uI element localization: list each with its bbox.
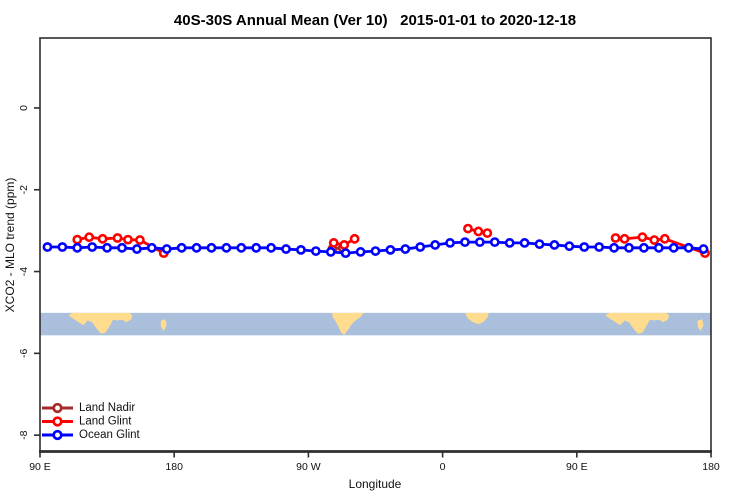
- data-point: [619, 233, 630, 244]
- data-point: [519, 238, 530, 248]
- y-tick-label: -6: [18, 349, 30, 358]
- data-point: [683, 242, 694, 253]
- data-point: [668, 242, 679, 253]
- x-axis-label: Longitude: [349, 477, 402, 491]
- legend-label: Ocean Glint: [79, 429, 141, 441]
- map-land-new-zealand: [160, 319, 167, 331]
- legend-label: Land Glint: [79, 416, 132, 428]
- x-tick-label: 90 W: [296, 461, 321, 473]
- data-point: [637, 232, 648, 243]
- data-point: [504, 238, 515, 248]
- data-point: [609, 242, 619, 253]
- data-point: [579, 242, 590, 252]
- data-point: [102, 242, 112, 253]
- x-tick-label: 90 E: [566, 461, 588, 473]
- data-point: [489, 237, 500, 247]
- data-point: [474, 237, 485, 247]
- data-point: [445, 238, 455, 248]
- data-point: [659, 233, 670, 244]
- legend-item-ocean-glint: Ocean Glint: [42, 429, 141, 441]
- chart-title: 40S-30S Annual Mean (Ver 10) 2015-01-01 …: [174, 12, 576, 29]
- data-point: [473, 226, 484, 237]
- map-ocean-band: [40, 312, 711, 336]
- data-point: [112, 233, 123, 243]
- data-point: [370, 246, 381, 256]
- map-land-south-america: [332, 312, 364, 335]
- series-ocean-glint: [42, 237, 709, 259]
- data-point: [649, 235, 660, 245]
- data-point: [87, 242, 98, 252]
- data-point: [161, 244, 172, 254]
- data-point: [42, 242, 53, 252]
- data-point: [251, 242, 262, 253]
- data-point: [653, 242, 664, 253]
- data-point: [123, 234, 133, 245]
- y-tick-label: -4: [18, 267, 30, 276]
- data-point: [176, 242, 187, 253]
- data-point: [564, 241, 575, 252]
- data-point: [221, 242, 232, 253]
- data-point: [132, 244, 142, 254]
- data-point: [236, 242, 247, 253]
- data-point: [355, 247, 366, 257]
- y-axis-label: XCO2 - MLO trend (ppm): [3, 178, 17, 313]
- data-point: [72, 242, 83, 253]
- data-point: [610, 233, 621, 243]
- data-point: [534, 239, 545, 250]
- legend-label: Land Nadir: [79, 402, 135, 414]
- map-land-new-zealand: [697, 319, 704, 331]
- legend-marker: [52, 402, 63, 414]
- map-land-australia: [68, 312, 133, 334]
- data-point: [339, 240, 350, 250]
- data-point: [296, 244, 306, 255]
- data-point: [400, 244, 411, 254]
- data-point: [463, 223, 473, 234]
- data-point: [97, 233, 108, 244]
- x-tick-label: 180: [702, 461, 720, 473]
- data-point: [191, 242, 202, 253]
- x-tick-label: 90 E: [29, 461, 51, 473]
- data-point: [146, 242, 157, 253]
- data-point: [135, 235, 145, 245]
- legend-item-land-glint: Land Glint: [42, 416, 132, 428]
- data-point: [72, 234, 83, 245]
- data-point: [549, 240, 560, 250]
- data-point: [328, 238, 339, 248]
- legend-item-land-nadir: Land Nadir: [42, 402, 135, 414]
- data-point: [84, 232, 95, 243]
- data-point: [266, 242, 277, 253]
- data-point: [594, 242, 605, 252]
- y-tick-label: -2: [18, 185, 30, 194]
- data-point: [460, 237, 470, 247]
- data-point: [639, 242, 649, 253]
- data-point: [698, 244, 709, 254]
- x-tick-label: 0: [440, 461, 446, 473]
- data-point: [385, 244, 396, 255]
- data-point: [624, 242, 634, 253]
- data-point: [281, 244, 291, 254]
- legend-marker: [52, 416, 63, 427]
- data-point: [430, 240, 441, 250]
- data-point: [325, 247, 336, 257]
- x-tick-label: 180: [165, 461, 183, 473]
- data-point: [349, 233, 360, 244]
- data-point: [117, 242, 127, 253]
- y-tick-label: 0: [18, 105, 30, 111]
- data-point: [482, 228, 493, 238]
- legend-marker: [52, 429, 63, 441]
- data-point: [206, 242, 217, 253]
- data-point: [57, 242, 68, 252]
- y-tick-label: -8: [18, 430, 30, 439]
- data-point: [310, 246, 321, 256]
- data-point: [340, 248, 351, 259]
- data-point: [415, 242, 426, 252]
- map-land-australia: [605, 312, 670, 334]
- map-land-africa: [464, 312, 489, 325]
